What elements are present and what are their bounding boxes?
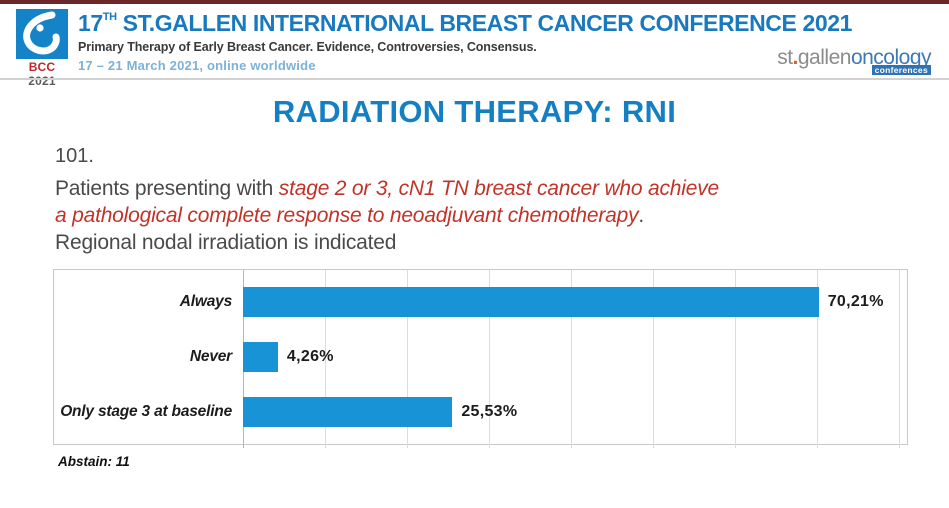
brand-st: st bbox=[777, 46, 793, 69]
question-block: 101. Patients presenting with stage 2 or… bbox=[55, 145, 949, 256]
plot-cell: 70,21% bbox=[243, 276, 899, 328]
poll-results-chart: Always 70,21% Never 4,26% Only stage 3 a… bbox=[53, 269, 908, 448]
question-line-2: a pathological complete response to neoa… bbox=[55, 202, 949, 229]
bcc-logo-caption: BCC 2021 bbox=[14, 60, 70, 88]
bcc-drop-icon bbox=[16, 9, 68, 59]
question-red-2: a pathological complete response to neoa… bbox=[55, 204, 639, 227]
conference-dates: 17 – 21 March 2021, online worldwide bbox=[78, 58, 316, 73]
brand-conferences-badge: conferences bbox=[871, 65, 931, 75]
plot-cell: 25,53% bbox=[243, 386, 899, 438]
chart-row: Never 4,26% bbox=[54, 331, 907, 383]
brand-gallen: gallen bbox=[797, 46, 852, 69]
question-line-1: Patients presenting with stage 2 or 3, c… bbox=[55, 175, 949, 202]
stgallen-oncology-logo: st.gallenoncology conferences bbox=[777, 46, 932, 75]
question-number: 101. bbox=[55, 145, 94, 167]
page-title: RADIATION THERAPY: RNI bbox=[272, 94, 677, 129]
conference-title-rest: ST.GALLEN INTERNATIONAL BREAST CANCER CO… bbox=[116, 10, 853, 36]
chart-row: Only stage 3 at baseline 25,53% bbox=[54, 386, 907, 438]
bar-never bbox=[243, 341, 278, 372]
value-label: 25,53% bbox=[461, 402, 518, 420]
chart-row: Always 70,21% bbox=[54, 276, 907, 328]
gridline bbox=[571, 270, 572, 448]
question-plain-2: . bbox=[638, 204, 645, 227]
question-plain-1: Patients presenting with bbox=[55, 177, 279, 200]
bar-only-stage-3 bbox=[243, 396, 453, 427]
gridline bbox=[325, 270, 326, 448]
gridline bbox=[489, 270, 490, 448]
conference-subtitle: Primary Therapy of Early Breast Cancer. … bbox=[78, 40, 537, 54]
category-label: Always bbox=[179, 293, 232, 311]
gridline bbox=[735, 270, 736, 448]
conference-title-number: 17 bbox=[78, 10, 103, 36]
slide-root: BCC 2021 17TH ST.GALLEN INTERNATIONAL BR… bbox=[0, 0, 949, 469]
conference-title: 17TH ST.GALLEN INTERNATIONAL BREAST CANC… bbox=[78, 10, 852, 37]
gridline bbox=[817, 270, 818, 448]
brand-dot: . bbox=[792, 46, 799, 69]
conference-title-ordinal: TH bbox=[102, 11, 117, 23]
brand-oncology: oncology bbox=[850, 46, 932, 69]
gridline bbox=[407, 270, 408, 448]
category-label: Only stage 3 at baseline bbox=[60, 402, 232, 420]
value-label: 70,21% bbox=[827, 293, 884, 311]
bcc-logo-year: 2021 bbox=[28, 74, 56, 88]
bar-always bbox=[243, 287, 819, 318]
header-divider bbox=[0, 78, 949, 80]
value-label: 4,26% bbox=[286, 347, 334, 365]
abstain-note: Abstain: 11 bbox=[58, 454, 130, 469]
conference-header: BCC 2021 17TH ST.GALLEN INTERNATIONAL BR… bbox=[0, 4, 949, 88]
gridline bbox=[653, 270, 654, 448]
category-label: Never bbox=[189, 347, 232, 365]
top-accent-strip bbox=[0, 0, 949, 4]
conference-header-text: 17TH ST.GALLEN INTERNATIONAL BREAST CANC… bbox=[78, 10, 852, 73]
chart-rows: Always 70,21% Never 4,26% Only stage 3 a… bbox=[54, 270, 907, 444]
question-line-3: Regional nodal irradiation is indicated bbox=[55, 231, 397, 254]
gridline bbox=[899, 270, 900, 448]
question-red-1: stage 2 or 3, cN1 TN breast cancer who a… bbox=[278, 177, 719, 200]
bcc-logo: BCC 2021 bbox=[14, 9, 70, 88]
plot-cell: 4,26% bbox=[243, 331, 899, 383]
bcc-logo-text: BCC bbox=[28, 60, 56, 74]
